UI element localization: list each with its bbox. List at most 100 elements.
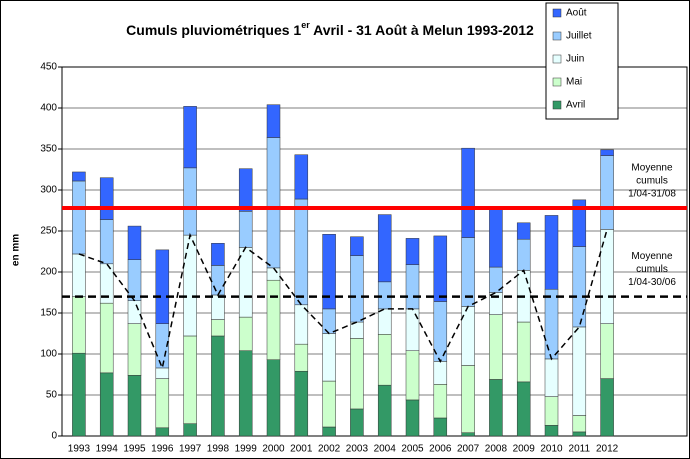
bar-segment: [238, 211, 253, 248]
cumulative-line: [78, 229, 608, 371]
y-tick-label: 250: [40, 226, 57, 237]
bar-segment: [294, 304, 309, 345]
x-tick-label: 2010: [540, 444, 563, 455]
x-tick-label: 2012: [596, 444, 619, 455]
bar-segment: [127, 300, 142, 324]
bar-segment: [294, 343, 309, 372]
bar-segment: [544, 425, 559, 437]
bar-segment: [72, 180, 86, 255]
x-tick-label: 1996: [151, 444, 174, 455]
y-tick-label: 450: [40, 62, 57, 73]
bar-segment: [155, 367, 170, 379]
bar-segment: [516, 222, 531, 240]
reference-label: 1/04-30/06: [628, 277, 676, 288]
bar-segment: [99, 302, 114, 374]
bar-segment: [572, 326, 587, 416]
bar-segment: [544, 288, 559, 360]
bar-segment: [99, 177, 114, 220]
reference-label: Moyenne: [631, 251, 673, 262]
legend-label: Juin: [566, 54, 584, 65]
x-tick-label: 1999: [235, 444, 258, 455]
legend-swatch: [552, 54, 562, 64]
bar-segment: [572, 246, 587, 328]
bar-segment: [350, 255, 364, 323]
bar-segment: [350, 236, 364, 256]
bar-segment: [266, 104, 281, 138]
bar-segment: [516, 321, 531, 383]
bar-segment: [238, 350, 253, 437]
x-tick-label: 2002: [318, 444, 341, 455]
bar-segment: [183, 234, 197, 337]
x-tick-label: 2003: [346, 444, 369, 455]
x-tick-label: 2004: [374, 444, 397, 455]
bar-segment: [183, 423, 197, 437]
legend-label: Avril: [566, 100, 585, 111]
bar-segment: [211, 319, 225, 337]
bar-segment: [405, 350, 420, 401]
bar-segment: [461, 432, 475, 437]
bar-segment: [127, 323, 142, 376]
legend-label: Mai: [566, 77, 582, 88]
legend-label: Juillet: [566, 31, 592, 42]
bar-segment: [572, 415, 587, 433]
y-tick-label: 100: [40, 349, 57, 360]
bar-segment: [377, 384, 392, 437]
bar-segment: [72, 171, 86, 182]
bar-segment: [72, 253, 86, 297]
x-tick-label: 2011: [569, 444, 591, 455]
bar-segment: [155, 249, 170, 324]
bar-segment: [405, 238, 420, 265]
bar-segment: [405, 399, 420, 437]
bar-segment: [433, 384, 448, 419]
bar-segment: [433, 417, 448, 437]
bar-segment: [322, 234, 336, 310]
bar-segment: [72, 296, 86, 354]
bar-segment: [322, 380, 336, 428]
chart-title: Cumuls pluviométriques 1er Avril - 31 Ao…: [126, 20, 534, 37]
bar-segment: [211, 335, 225, 437]
bar-segment: [377, 334, 392, 386]
bar-segment: [572, 199, 587, 247]
bar-segment: [544, 358, 559, 397]
bar-segment: [211, 265, 225, 296]
bar-segment: [155, 378, 170, 429]
reference-label: Moyenne: [631, 163, 673, 174]
bar-segment: [433, 361, 448, 385]
x-tick-label: 2001: [290, 444, 313, 455]
legend-label: Août: [566, 8, 587, 19]
bar-segment: [183, 106, 197, 169]
y-tick-label: 50: [46, 390, 58, 401]
reference-label: 1/04-31/08: [628, 189, 676, 200]
bar-segment: [544, 396, 559, 426]
x-tick-label: 2007: [457, 444, 480, 455]
y-tick-label: 300: [40, 185, 57, 196]
bar-segment: [489, 208, 503, 268]
legend-swatch: [552, 31, 562, 41]
bar-segment: [72, 352, 86, 437]
y-tick-label: 150: [40, 308, 57, 319]
bar-segment: [489, 314, 503, 380]
y-axis-label: en mm: [11, 234, 22, 266]
legend-swatch: [552, 8, 562, 18]
bar-segment: [266, 137, 281, 269]
bar-segment: [322, 426, 336, 437]
legend-swatch: [552, 77, 562, 87]
bar-segment: [183, 167, 197, 236]
legend-swatch: [552, 100, 562, 110]
bar-segment: [461, 147, 475, 238]
title-rest: Avril - 31 Août à Melun 1993-2012: [310, 22, 534, 38]
x-tick-label: 1997: [179, 444, 202, 455]
bar-segment: [600, 378, 614, 437]
reference-label: cumuls: [636, 264, 668, 275]
x-tick-label: 1993: [68, 444, 91, 455]
bar-segment: [238, 316, 253, 351]
bar-segment: [516, 238, 531, 271]
bar-segment: [238, 168, 253, 212]
bar-segment: [294, 198, 309, 306]
title-main: Cumuls pluviométriques 1: [126, 22, 301, 38]
bar-segment: [99, 372, 114, 437]
bar-segment: [600, 323, 614, 379]
x-tick-label: 1994: [96, 444, 119, 455]
bar-segment: [266, 359, 281, 437]
